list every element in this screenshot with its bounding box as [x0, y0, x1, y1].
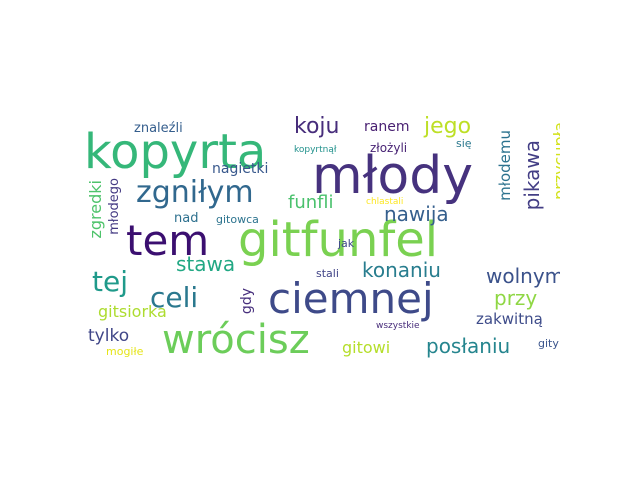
- word: funfli: [288, 192, 334, 213]
- word: znaleźli: [134, 121, 183, 136]
- word: przy: [494, 286, 538, 310]
- word: jego: [424, 114, 472, 139]
- word: posłaniu: [426, 334, 511, 358]
- word: koju: [294, 114, 340, 139]
- word: stawa: [176, 252, 236, 276]
- word: chlastali: [366, 197, 404, 207]
- word: przycupła: [550, 122, 560, 201]
- word: mogiłe: [106, 345, 144, 358]
- word: nad: [174, 211, 199, 226]
- word: gitowca: [216, 213, 259, 226]
- word: wolnym: [486, 264, 560, 288]
- word: gitowi: [342, 338, 391, 357]
- word: zakwitną: [476, 310, 543, 328]
- word: gitfunfel: [238, 212, 439, 268]
- word: młody: [312, 146, 474, 206]
- word: nawija: [384, 202, 449, 226]
- word: młodego: [107, 178, 122, 235]
- word: konaniu: [362, 258, 441, 282]
- word: stali: [316, 267, 339, 280]
- word: kopyrta: [84, 124, 267, 180]
- word: ciemnej: [268, 274, 434, 323]
- word: gitsiorka: [98, 302, 167, 321]
- word: gdy: [239, 288, 255, 315]
- word: zgniłym: [136, 175, 254, 210]
- word: wszystkie: [376, 321, 420, 331]
- word: się: [456, 137, 472, 150]
- word: pikawa: [520, 140, 544, 211]
- word: zgredki: [86, 180, 105, 239]
- word: wrócisz: [162, 317, 310, 363]
- word: jak: [338, 237, 355, 250]
- word: celi: [150, 281, 199, 314]
- word: nagietki: [212, 161, 269, 177]
- word: gity: [538, 337, 559, 350]
- word-cloud: gitfunfel młody kopyrta ciemnej wrócisz …: [80, 108, 560, 374]
- word: tylko: [88, 326, 130, 346]
- word: tem: [126, 216, 210, 265]
- word: młodemu: [496, 130, 514, 201]
- word: kopyrtnął: [294, 145, 337, 155]
- word: złożyli: [370, 141, 408, 155]
- word: ranem: [364, 119, 410, 135]
- word: tej: [92, 265, 128, 298]
